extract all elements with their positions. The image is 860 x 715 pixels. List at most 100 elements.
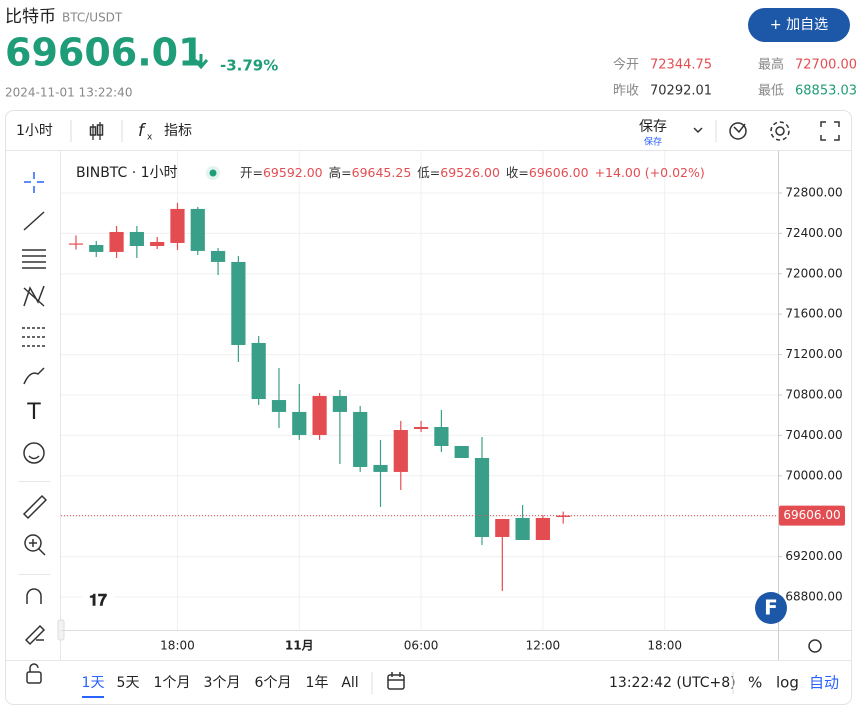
auto-toggle[interactable]: 自动: [809, 674, 839, 692]
down-arrow: [193, 54, 209, 70]
range-button[interactable]: 1个月: [154, 675, 191, 691]
range-button[interactable]: 1年: [306, 675, 329, 691]
y-tick-label: 72400.00: [785, 226, 842, 240]
candle-body: [434, 426, 449, 446]
status-dot: [209, 169, 217, 177]
line-tool[interactable]: [23, 211, 45, 231]
candle-body: [129, 231, 144, 247]
indicators[interactable]: 指标: [164, 123, 192, 139]
ohlc-value: 69526.00: [440, 165, 500, 180]
magnet-tool[interactable]: [26, 588, 42, 604]
ohlc-label: 开=: [240, 165, 263, 180]
save[interactable]: 保存: [639, 119, 667, 135]
candle-body: [353, 411, 368, 467]
dropdown-icon[interactable]: [693, 127, 703, 134]
stat-value: 70292.01: [650, 84, 712, 99]
alert-icon-mark[interactable]: [733, 123, 746, 134]
emoji-tool-smile[interactable]: [28, 455, 40, 460]
y-tick-label: 70000.00: [785, 468, 842, 482]
text-tool[interactable]: T: [26, 400, 41, 425]
alert-icon[interactable]: [729, 122, 747, 140]
candle-body: [292, 411, 307, 435]
candle-body: [89, 244, 104, 252]
f-badge[interactable]: [755, 592, 787, 624]
change: -3.79%: [220, 57, 278, 75]
stat-label: 最低: [758, 84, 784, 99]
y-tick-label: 72000.00: [785, 266, 842, 280]
interval[interactable]: 1小时: [16, 123, 53, 139]
log-toggle[interactable]: log: [776, 674, 799, 692]
stat-value: 68853.03: [795, 84, 857, 99]
candle-body: [170, 208, 185, 243]
lock-tool[interactable]: [26, 671, 42, 684]
stat-label: 今开: [613, 57, 639, 73]
ohlc-label: 高=: [329, 165, 352, 180]
brush-tool[interactable]: [23, 367, 45, 385]
y-tick-label: 72800.00: [785, 185, 842, 199]
zoom-tool[interactable]: [24, 534, 42, 552]
range-button[interactable]: 3个月: [204, 675, 241, 691]
tv-logo-bg: [82, 587, 114, 615]
pattern-tool[interactable]: [23, 285, 45, 307]
settings-icon[interactable]: [775, 126, 785, 136]
stat-value: 72700.00: [795, 58, 857, 73]
zoom-tool-plus[interactable]: [29, 539, 46, 556]
chart-panel: [5, 110, 852, 705]
ohlc-change: +14.00 (+0.02%): [595, 165, 705, 180]
emoji-tool[interactable]: [23, 442, 45, 464]
settings-icon-ring[interactable]: [770, 121, 790, 141]
projection-tool[interactable]: [22, 327, 46, 347]
ohlc-value: 69592.00: [263, 165, 323, 180]
crosshair-tool[interactable]: [24, 172, 44, 193]
range-button[interactable]: 1天: [82, 675, 105, 691]
price: 69606.01: [5, 31, 205, 75]
percent-toggle[interactable]: %: [748, 674, 762, 692]
candle-body: [393, 430, 408, 472]
fib-tool[interactable]: [22, 249, 46, 269]
candle-body: [535, 517, 551, 541]
coin-name: 比特币: [5, 7, 56, 27]
candle-body: [495, 519, 510, 537]
add-watchlist-label[interactable]: + 加自选: [770, 17, 828, 33]
datetime: 2024-11-01 13:22:40: [5, 86, 132, 100]
x-tick-label: 06:00: [404, 639, 439, 653]
candle-body: [312, 395, 327, 435]
add-watchlist-button[interactable]: [748, 8, 850, 42]
candle-body: [474, 457, 490, 537]
ruler-tool[interactable]: [22, 494, 48, 520]
fx-icon-sub[interactable]: x: [147, 133, 153, 143]
x-tick-label: 18:00: [647, 639, 682, 653]
y-tick-label: 69200.00: [785, 549, 842, 563]
x-tick-label: 18:00: [160, 639, 195, 653]
candle-body: [515, 517, 530, 541]
fx-icon[interactable]: f: [138, 121, 147, 141]
candle-body: [231, 261, 246, 345]
candle-body: [373, 464, 388, 472]
save-sub[interactable]: 保存: [644, 136, 662, 148]
lock-draw-tool[interactable]: [24, 624, 46, 646]
ohlc-value: 69645.25: [352, 165, 412, 180]
lock-tool-shackle[interactable]: [29, 663, 39, 672]
range-button[interactable]: 6个月: [255, 675, 292, 691]
axis-settings-icon[interactable]: [808, 639, 822, 653]
candle-body: [190, 208, 205, 251]
y-tick-label: 71200.00: [785, 347, 842, 361]
fullscreen-icon[interactable]: [820, 121, 840, 141]
f-badge-letter[interactable]: F: [764, 596, 778, 620]
y-tick-label: 70400.00: [785, 428, 842, 442]
range-button[interactable]: All: [341, 675, 358, 691]
candle-body: [556, 515, 571, 517]
coin-pair: BTC/USDT: [62, 11, 123, 25]
tv-logo[interactable]: 𝟏𝟕: [89, 591, 107, 610]
candle-icon-body[interactable]: [89, 126, 97, 136]
calendar-icon[interactable]: [387, 674, 405, 690]
candle-body: [271, 400, 287, 412]
range-button[interactable]: 5天: [117, 675, 140, 691]
candle-body: [332, 395, 347, 412]
ohlc-label: 低=: [417, 165, 440, 180]
y-tick-label: 70800.00: [785, 387, 842, 401]
y-tick-label: 71600.00: [785, 307, 842, 321]
calendar-icon-lines[interactable]: [388, 672, 404, 681]
candle-icon-body[interactable]: [96, 124, 104, 136]
